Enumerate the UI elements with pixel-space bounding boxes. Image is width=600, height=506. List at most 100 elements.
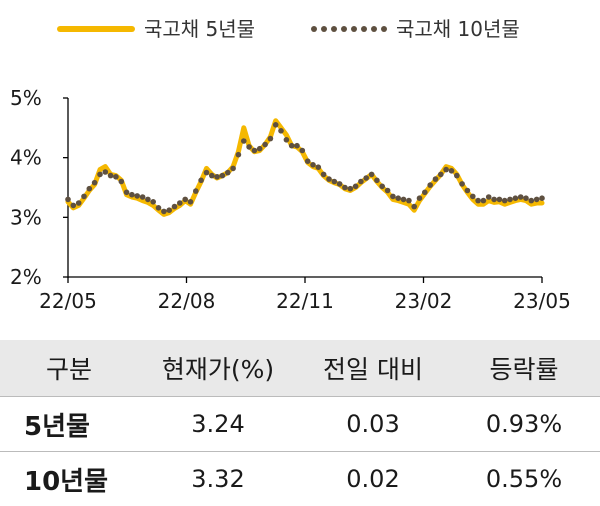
- series-point-10y: [385, 188, 391, 194]
- series-point-10y: [529, 198, 535, 204]
- series-point-10y: [252, 148, 258, 154]
- legend-dot: [351, 26, 357, 32]
- series-point-10y: [411, 204, 417, 210]
- series-point-10y: [198, 178, 204, 184]
- series-point-10y: [348, 186, 354, 192]
- series-point-10y: [236, 152, 242, 158]
- x-tick-label: 23/05: [513, 289, 571, 313]
- series-point-10y: [172, 204, 178, 210]
- series-point-10y: [204, 170, 210, 176]
- series-point-10y: [316, 164, 322, 170]
- row-label: 10년물: [0, 452, 138, 506]
- legend-dot: [381, 26, 387, 32]
- series-point-10y: [124, 190, 130, 196]
- series-point-10y: [342, 185, 348, 191]
- legend-label-10y: 국고채 10년물: [396, 17, 520, 41]
- y-tick-label: 3%: [10, 205, 42, 229]
- series-point-10y: [395, 195, 401, 201]
- series-point-10y: [379, 184, 385, 190]
- series-point-10y: [65, 197, 71, 203]
- series-point-10y: [374, 178, 380, 184]
- series-point-10y: [284, 137, 290, 143]
- series-point-10y: [268, 136, 274, 142]
- table-header-row: 구분 현재가(%) 전일 대비 등락률: [0, 340, 600, 397]
- series-point-10y: [438, 172, 444, 178]
- legend-label-5y: 국고채 5년물: [144, 17, 255, 41]
- legend-dot: [361, 26, 367, 32]
- table-row: 10년물 3.32 0.02 0.55%: [0, 452, 600, 506]
- series-point-10y: [273, 122, 279, 128]
- quote-table: 구분 현재가(%) 전일 대비 등락률 5년물 3.24 0.03 0.93% …: [0, 340, 600, 506]
- series-point-10y: [513, 195, 519, 201]
- series-line-5y: [68, 121, 542, 215]
- series-point-10y: [470, 194, 476, 200]
- x-tick-label: 22/08: [158, 289, 216, 313]
- legend-swatch-10y: [311, 26, 387, 32]
- legend-dot: [331, 26, 337, 32]
- series-point-10y: [119, 179, 125, 185]
- series-point-10y: [534, 197, 540, 203]
- series-point-10y: [257, 146, 263, 152]
- x-tick-label: 23/02: [395, 289, 453, 313]
- series-point-10y: [278, 128, 284, 134]
- series-point-10y: [134, 193, 140, 199]
- legend-dot: [371, 26, 377, 32]
- series-point-10y: [188, 199, 194, 205]
- series-point-10y: [390, 194, 396, 200]
- legend: 국고채 5년물 국고채 10년물: [60, 17, 520, 41]
- row-label: 5년물: [0, 397, 138, 452]
- series-point-10y: [310, 162, 316, 168]
- series-point-10y: [465, 188, 471, 194]
- series-point-10y: [337, 181, 343, 187]
- series-point-10y: [225, 170, 231, 176]
- series-point-10y: [406, 198, 412, 204]
- series-point-10y: [241, 138, 247, 144]
- series-point-10y: [305, 158, 311, 164]
- series-point-10y: [539, 195, 545, 201]
- y-tick-label: 5%: [10, 86, 42, 110]
- series-point-10y: [369, 172, 375, 178]
- x-tick-label: 22/05: [39, 289, 97, 313]
- series-point-10y: [443, 167, 449, 173]
- series-point-10y: [140, 194, 146, 200]
- series-point-10y: [358, 179, 364, 185]
- series-point-10y: [486, 194, 492, 200]
- series-point-10y: [363, 175, 369, 181]
- legend-dot: [321, 26, 327, 32]
- series-point-10y: [289, 143, 295, 149]
- series-point-10y: [321, 172, 327, 178]
- legend-dot: [341, 26, 347, 32]
- series-point-10y: [417, 195, 423, 201]
- series-point-10y: [449, 168, 455, 174]
- series-point-10y: [214, 174, 220, 180]
- series-point-10y: [262, 142, 268, 148]
- series-point-10y: [145, 197, 151, 203]
- series-point-10y: [156, 205, 162, 211]
- series-point-10y: [81, 194, 87, 200]
- row-rate: 0.55%: [448, 452, 600, 506]
- series-point-10y: [166, 207, 172, 213]
- series-point-10y: [497, 197, 503, 203]
- series-point-10y: [422, 190, 428, 196]
- series-point-10y: [433, 176, 439, 182]
- series-point-10y: [401, 197, 407, 203]
- series-point-10y: [300, 148, 306, 154]
- x-tick-label: 22/11: [276, 289, 334, 313]
- row-current: 3.32: [138, 452, 298, 506]
- series-point-10y: [209, 173, 215, 179]
- series-point-10y: [129, 192, 135, 198]
- series-point-10y: [71, 203, 77, 209]
- series-point-10y: [97, 172, 103, 178]
- series-point-10y: [92, 180, 98, 186]
- y-tick-label: 4%: [10, 146, 42, 170]
- series-point-10y: [427, 182, 433, 188]
- series-point-10y: [518, 194, 524, 200]
- series-point-10y: [459, 181, 465, 187]
- series-point-10y: [332, 179, 338, 185]
- header-change: 전일 대비: [298, 340, 448, 397]
- series-point-10y: [113, 174, 119, 180]
- header-current-price: 현재가(%): [138, 340, 298, 397]
- series-point-10y: [507, 197, 513, 203]
- series-point-10y: [523, 195, 529, 201]
